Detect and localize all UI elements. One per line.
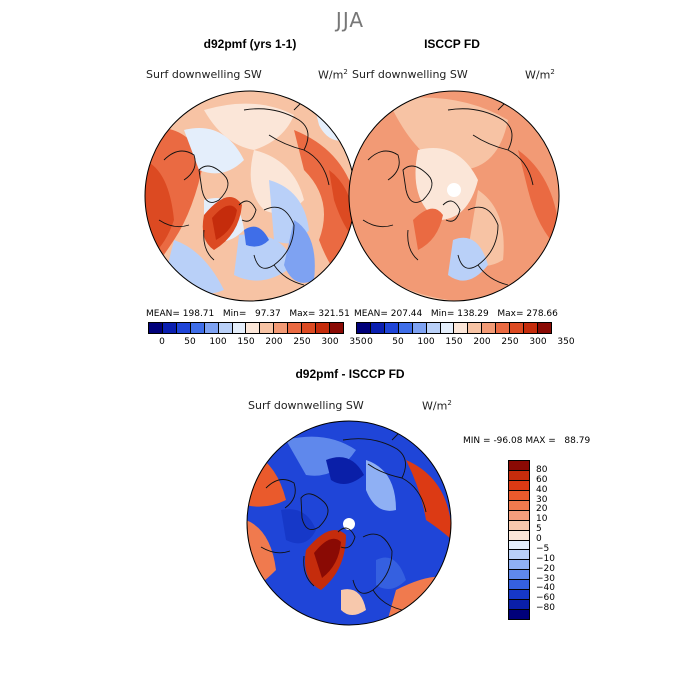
colorbar-swatch — [397, 323, 412, 333]
colorbar-swatch — [509, 609, 529, 619]
colorbar-tick-label: 250 — [501, 337, 519, 347]
right-colorbar — [356, 322, 552, 334]
diff-colorbar-ticks: 80 60 40 30 20 10 5 0 −5 −10 −20 −30 −40 −60 −80 — [536, 460, 576, 620]
colorbar-swatch — [509, 323, 524, 333]
colorbar-swatch — [509, 509, 529, 520]
colorbar-swatch — [439, 323, 454, 333]
colorbar-tick-label: 350 — [557, 337, 575, 347]
colorbar-swatch — [509, 479, 529, 490]
colorbar-swatch — [509, 499, 529, 510]
colorbar-tick-label: 150 — [445, 337, 463, 347]
colorbar-swatch — [301, 323, 316, 333]
colorbar-swatch — [259, 323, 274, 333]
colorbar-swatch — [481, 323, 496, 333]
diff-panel-title: d92pmf - ISCCP FD — [295, 367, 405, 381]
colorbar-tick-label: −20 — [536, 563, 555, 574]
colorbar-swatch — [509, 599, 529, 610]
colorbar-swatch — [161, 323, 176, 333]
colorbar-swatch — [149, 323, 162, 333]
colorbar-swatch — [453, 323, 468, 333]
colorbar-tick-label: 30 — [536, 494, 548, 505]
colorbar-tick-label: 20 — [536, 504, 548, 515]
right-panel-variable: Surf downwelling SW — [352, 68, 468, 81]
colorbar-tick-label: 50 — [184, 337, 196, 347]
colorbar-tick-label: −80 — [536, 603, 555, 614]
colorbar-swatch — [273, 323, 288, 333]
colorbar-swatch — [509, 461, 529, 470]
right-panel-units: W/m2 — [525, 68, 555, 82]
colorbar-tick-label: −10 — [536, 553, 555, 564]
colorbar-tick-label: 0 — [536, 534, 542, 544]
colorbar-swatch — [509, 579, 529, 590]
colorbar-swatch — [287, 323, 302, 333]
colorbar-tick-label: 350 — [349, 337, 367, 347]
colorbar-swatch — [509, 529, 529, 540]
right-colorbar-ticks: 0 50 100 150 200 250 300 350 — [356, 337, 574, 349]
diff-polar-map — [246, 420, 452, 626]
colorbar-tick-label: 50 — [392, 337, 404, 347]
colorbar-swatch — [328, 323, 343, 333]
diff-panel-stats: MIN = -96.08 MAX = 88.79 — [463, 436, 591, 446]
colorbar-swatch — [411, 323, 426, 333]
colorbar-tick-label: −5 — [536, 543, 550, 554]
colorbar-tick-label: 40 — [536, 484, 548, 495]
colorbar-swatch — [425, 323, 440, 333]
colorbar-tick-label: −40 — [536, 583, 555, 594]
colorbar-swatch — [536, 323, 551, 333]
colorbar-swatch — [509, 489, 529, 500]
colorbar-swatch — [203, 323, 218, 333]
colorbar-swatch — [509, 569, 529, 580]
left-colorbar — [148, 322, 344, 334]
colorbar-tick-label: 0 — [367, 337, 373, 347]
colorbar-swatch — [509, 469, 529, 480]
diff-panel-variable: Surf downwelling SW — [248, 399, 364, 412]
colorbar-swatch — [175, 323, 190, 333]
left-panel-title: d92pmf (yrs 1-1) — [203, 37, 297, 51]
colorbar-tick-label: 100 — [417, 337, 435, 347]
left-polar-map — [144, 90, 356, 302]
colorbar-swatch — [509, 559, 529, 570]
diff-colorbar — [508, 460, 530, 620]
left-panel-variable: Surf downwelling SW — [146, 68, 262, 81]
colorbar-tick-label: 200 — [473, 337, 491, 347]
right-panel-stats: MEAN= 207.44 Min= 138.29 Max= 278.66 — [354, 309, 558, 319]
colorbar-swatch — [495, 323, 510, 333]
colorbar-tick-label: 300 — [529, 337, 547, 347]
colorbar-tick-label: 100 — [209, 337, 227, 347]
left-colorbar-ticks: 0 50 100 150 200 250 300 350 — [148, 337, 366, 349]
colorbar-swatch — [315, 323, 329, 333]
left-panel-units: W/m2 — [318, 68, 348, 82]
colorbar-tick-label: 150 — [237, 337, 255, 347]
colorbar-tick-label: 10 — [536, 514, 548, 525]
colorbar-swatch — [509, 539, 529, 550]
colorbar-tick-label: −60 — [536, 593, 555, 604]
colorbar-tick-label: 200 — [265, 337, 283, 347]
colorbar-swatch — [509, 549, 529, 560]
colorbar-swatch — [231, 323, 246, 333]
colorbar-tick-label: 5 — [536, 524, 542, 535]
colorbar-swatch — [369, 323, 384, 333]
colorbar-swatch — [357, 323, 370, 333]
colorbar-swatch — [509, 519, 529, 530]
colorbar-swatch — [523, 323, 537, 333]
colorbar-swatch — [467, 323, 482, 333]
colorbar-swatch — [509, 589, 529, 600]
colorbar-swatch — [217, 323, 232, 333]
right-panel-title: ISCCP FD — [424, 37, 480, 51]
colorbar-tick-label: 80 — [536, 464, 548, 475]
colorbar-tick-label: 250 — [293, 337, 311, 347]
colorbar-swatch — [383, 323, 398, 333]
season-title: JJA — [335, 8, 365, 32]
diff-panel-units: W/m2 — [422, 399, 452, 413]
colorbar-swatch — [189, 323, 204, 333]
colorbar-tick-label: 60 — [536, 474, 548, 485]
colorbar-swatch — [245, 323, 260, 333]
right-polar-map — [348, 90, 560, 302]
colorbar-tick-label: 0 — [159, 337, 165, 347]
left-panel-stats: MEAN= 198.71 Min= 97.37 Max= 321.51 — [146, 309, 350, 319]
colorbar-tick-label: −30 — [536, 573, 555, 584]
colorbar-tick-label: 300 — [321, 337, 339, 347]
